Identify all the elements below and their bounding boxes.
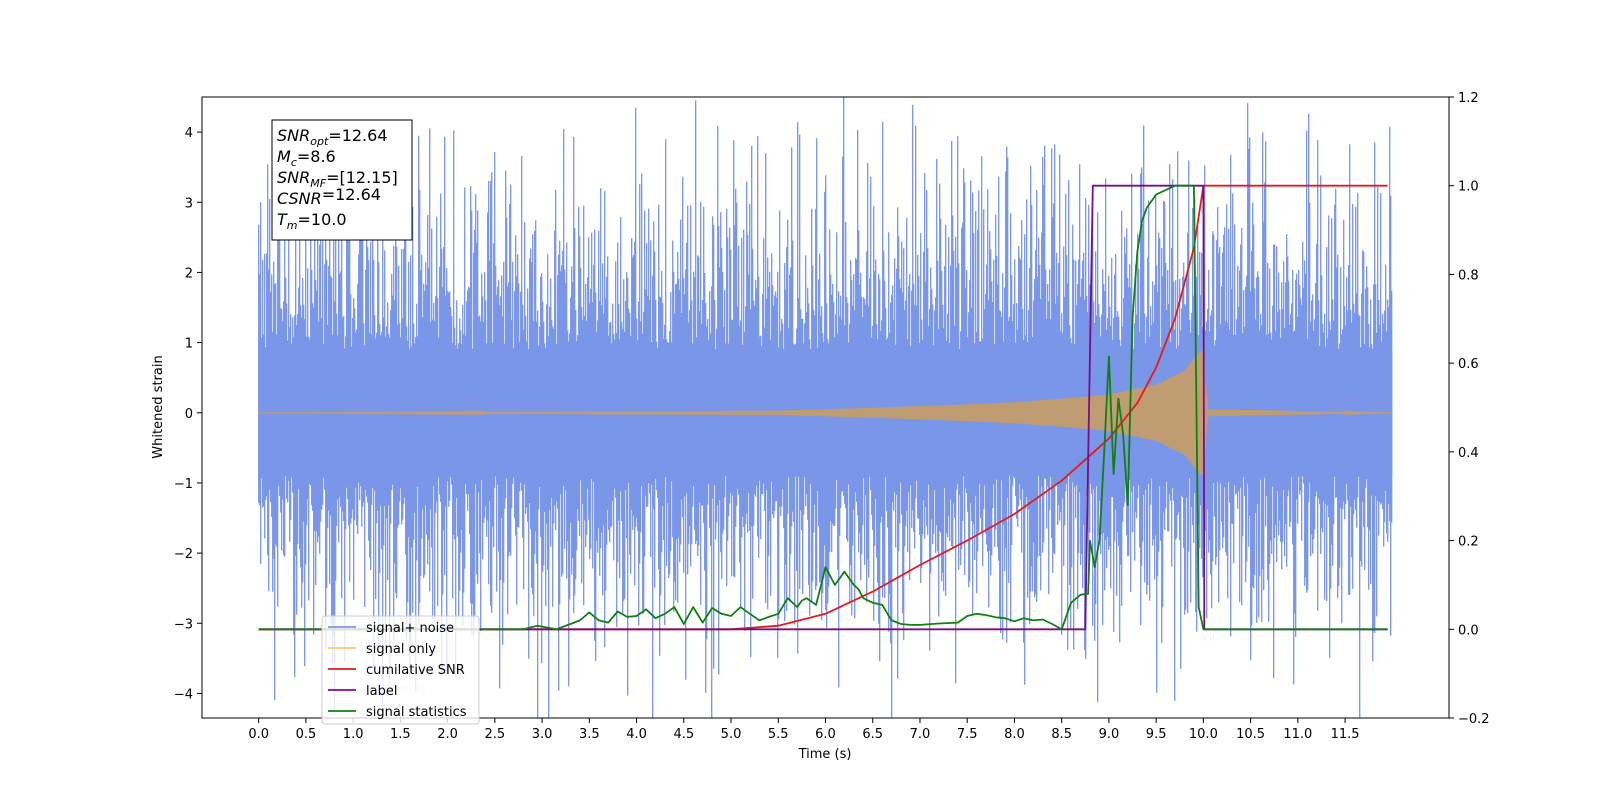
y-right-tick-label: −0.2	[1458, 712, 1490, 727]
signal-statistics-line	[258, 184, 1388, 631]
y-left-tick-label: 0	[185, 407, 193, 422]
legend-label: signal statistics	[366, 705, 467, 720]
y-left-tick-label: −4	[174, 687, 193, 702]
annotation-subscript: m	[287, 219, 298, 232]
y-left-tick-label: 4	[185, 126, 193, 141]
y-right-tick-label: 1.0	[1458, 180, 1479, 195]
annotation-line: Mc=8.6	[277, 147, 336, 169]
legend-label: signal+ noise	[366, 621, 454, 636]
y-left-tick-label: −3	[174, 617, 193, 632]
stats-annotation-box: SNRopt=12.64Mc=8.6SNRMF=[12.15]CSNR=12.6…	[271, 119, 413, 241]
annotation-symbol: M	[277, 147, 291, 166]
x-tick-label: 2.5	[485, 727, 506, 742]
annotation-value: =10.0	[298, 210, 347, 229]
y-right-tick-label: 0.8	[1458, 268, 1479, 283]
annotation-line: CSNR=12.64	[277, 185, 381, 208]
x-tick-label: 0.5	[296, 727, 317, 742]
legend-frame	[321, 615, 480, 725]
x-tick-label: 7.5	[957, 727, 978, 742]
x-tick-label: 10.0	[1189, 727, 1218, 742]
y-axis-left: 4 3 2 1 0 −1 −2 −3 −4	[174, 126, 202, 702]
annotation-value: =12.64	[322, 185, 381, 204]
x-tick-label: 1.5	[390, 727, 411, 742]
annotation-value: =8.6	[297, 147, 336, 166]
x-tick-label: 1.0	[343, 727, 364, 742]
y-right-tick-label: 1.2	[1458, 91, 1479, 106]
x-tick-label: 10.5	[1236, 727, 1265, 742]
annotation-value: =12.64	[328, 126, 387, 145]
x-axis-label: Time (s)	[798, 747, 852, 762]
x-tick-label: 6.5	[862, 727, 883, 742]
y-left-tick-label: 1	[185, 337, 193, 352]
annotation-value: =[12.15]	[326, 168, 398, 187]
annotation-line: Tm=10.0	[277, 210, 347, 232]
x-tick-label: 8.5	[1051, 727, 1072, 742]
annotation-symbol: SNR	[277, 168, 310, 187]
series-layer	[258, 97, 1393, 718]
annotation-subscript: c	[291, 156, 297, 169]
x-tick-label: 9.5	[1146, 727, 1167, 742]
annotation-line: SNRMF=[12.15]	[277, 168, 398, 190]
x-axis: 0.0 0.5 1.0 1.5 2.0 2.5 3.0 3.5 4.0 4.5 5.0 5.5 6.0 6…	[248, 718, 1360, 742]
annotation-subscript: MF	[310, 177, 326, 190]
y-left-tick-label: −2	[174, 547, 193, 562]
annotation-symbol: SNR	[277, 126, 310, 145]
annotation-subscript: opt	[310, 135, 329, 148]
x-tick-label: 0.0	[248, 727, 269, 742]
x-tick-label: 3.5	[579, 727, 600, 742]
x-tick-label: 9.0	[1099, 727, 1120, 742]
y-right-tick-label: 0.4	[1458, 446, 1479, 461]
legend-label: signal only	[366, 642, 436, 657]
legend-label: cumilative SNR	[366, 663, 465, 678]
x-tick-label: 8.0	[1004, 727, 1025, 742]
y-left-tick-label: 2	[185, 266, 193, 281]
x-tick-label: 3.0	[532, 727, 553, 742]
x-tick-label: 2.0	[437, 727, 458, 742]
x-tick-label: 4.5	[673, 727, 694, 742]
y-axis-label-left: Whitened strain	[151, 355, 166, 458]
y-right-tick-label: 0.0	[1458, 623, 1479, 638]
x-tick-label: 7.0	[910, 727, 931, 742]
annotation-symbol: CSNR	[277, 189, 322, 208]
legend-label: label	[366, 684, 397, 699]
x-tick-label: 5.0	[721, 727, 742, 742]
x-tick-label: 5.5	[768, 727, 789, 742]
y-left-tick-label: −1	[174, 477, 193, 492]
x-tick-label: 4.0	[626, 727, 647, 742]
x-tick-label: 11.5	[1331, 727, 1360, 742]
x-tick-label: 6.0	[815, 727, 836, 742]
y-left-tick-label: 3	[185, 196, 193, 211]
annotation-line: SNRopt=12.64	[277, 126, 388, 148]
y-axis-right: 1.2 1.0 0.8 0.6 0.4 0.2 0.0 −0.2	[1449, 91, 1490, 727]
annotation-symbol: T	[277, 210, 288, 229]
series-signal-statistics	[258, 184, 1388, 631]
x-tick-label: 11.0	[1283, 727, 1312, 742]
y-right-tick-label: 0.6	[1458, 357, 1479, 372]
legend: label onlynoise onlysignal+ noisesignal …	[321, 615, 480, 725]
annotation-frame	[271, 119, 413, 241]
y-right-tick-label: 0.2	[1458, 535, 1479, 550]
